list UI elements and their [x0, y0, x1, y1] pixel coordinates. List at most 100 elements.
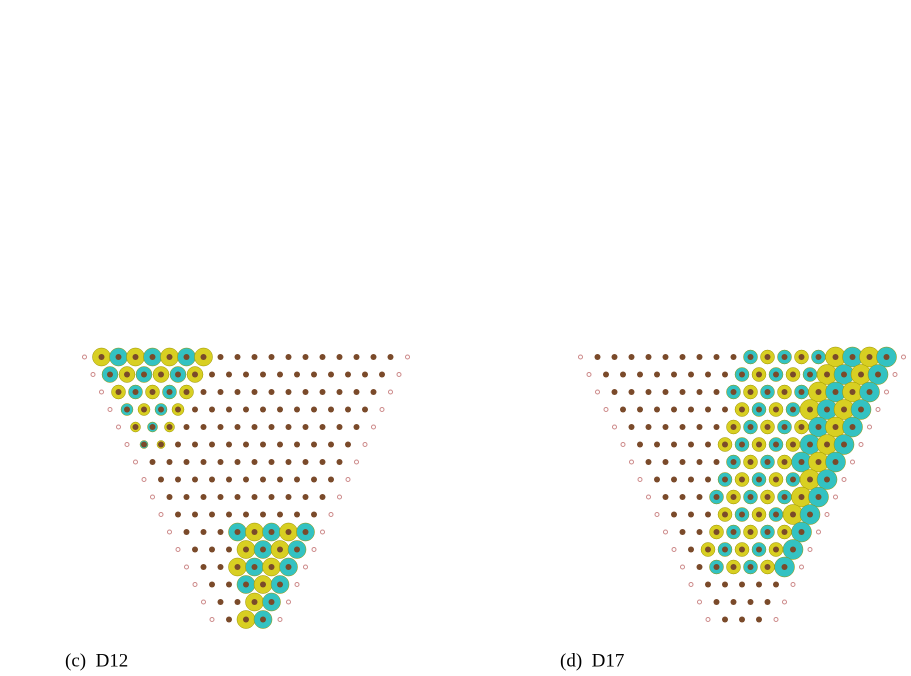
atom-c: [345, 372, 351, 378]
atom-c: [697, 354, 703, 360]
atom-h: [868, 425, 872, 429]
atom-h: [304, 565, 308, 569]
atom-h: [355, 460, 359, 464]
atom-c: [286, 494, 292, 500]
atom-c: [107, 372, 113, 378]
atom-c: [790, 442, 796, 448]
atom-c: [201, 389, 207, 395]
atom-h: [876, 408, 880, 412]
atom-c: [175, 512, 181, 518]
atom-h: [91, 373, 95, 377]
atom-c: [235, 494, 241, 500]
atom-h: [176, 548, 180, 552]
atom-c: [311, 407, 317, 413]
atom-c: [705, 442, 711, 448]
atom-c: [816, 424, 822, 430]
atom-c: [748, 529, 754, 535]
atom-h: [842, 478, 846, 482]
atom-c: [218, 459, 224, 465]
atom-h: [210, 618, 214, 622]
atom-h: [681, 565, 685, 569]
atom-c: [218, 389, 224, 395]
atom-h: [312, 548, 316, 552]
atom-c: [646, 389, 652, 395]
atom-h: [689, 583, 693, 587]
atom-c: [688, 407, 694, 413]
atom-c: [209, 582, 215, 588]
atom-c: [850, 354, 856, 360]
atom-c: [158, 442, 164, 448]
atom-c: [833, 424, 839, 430]
atom-c: [226, 442, 232, 448]
atom-c: [841, 442, 847, 448]
atom-c: [124, 372, 130, 378]
atom-h: [100, 390, 104, 394]
atom-c: [790, 512, 796, 518]
atom-c: [286, 529, 292, 535]
atom-c: [714, 599, 720, 605]
atom-c: [756, 582, 762, 588]
atom-c: [243, 617, 249, 623]
atom-c: [739, 442, 745, 448]
atom-h: [321, 530, 325, 534]
atom-c: [697, 389, 703, 395]
atom-c: [807, 442, 813, 448]
atom-c: [345, 407, 351, 413]
atom-c: [697, 564, 703, 570]
atom-c: [816, 389, 822, 395]
atom-c: [388, 354, 394, 360]
atom-c: [252, 494, 258, 500]
atom-c: [252, 389, 258, 395]
atom-c: [277, 372, 283, 378]
atom-c: [688, 372, 694, 378]
atom-c: [226, 372, 232, 378]
atom-c: [782, 564, 788, 570]
atom-c: [260, 372, 266, 378]
atom-c: [286, 459, 292, 465]
atom-c: [328, 477, 334, 483]
atom-c: [303, 389, 309, 395]
atom-c: [337, 389, 343, 395]
atom-c: [277, 547, 283, 553]
atom-c: [303, 354, 309, 360]
atom-h: [706, 618, 710, 622]
atom-c: [867, 354, 873, 360]
atom-c: [192, 512, 198, 518]
atom-c: [748, 354, 754, 360]
atom-c: [252, 529, 258, 535]
atom-c: [714, 424, 720, 430]
atom-c: [269, 494, 275, 500]
atom-c: [765, 494, 771, 500]
atom-h: [902, 355, 906, 359]
atom-c: [277, 582, 283, 588]
atom-c: [209, 442, 215, 448]
atom-c: [705, 407, 711, 413]
atom-c: [705, 372, 711, 378]
atom-c: [663, 354, 669, 360]
atom-c: [756, 617, 762, 623]
atom-c: [311, 442, 317, 448]
atom-c: [252, 459, 258, 465]
atom-c: [320, 494, 326, 500]
atom-c: [714, 529, 720, 535]
atom-h: [587, 373, 591, 377]
atom-h: [698, 600, 702, 604]
atom-c: [235, 529, 241, 535]
atom-c: [773, 582, 779, 588]
atom-c: [765, 599, 771, 605]
atom-c: [226, 512, 232, 518]
atom-c: [175, 477, 181, 483]
atom-c: [654, 372, 660, 378]
atom-c: [790, 407, 796, 413]
atom-c: [303, 494, 309, 500]
atom-h: [596, 390, 600, 394]
atom-c: [858, 372, 864, 378]
atom-c: [612, 389, 618, 395]
atom-c: [269, 529, 275, 535]
atom-c: [252, 564, 258, 570]
atom-c: [201, 494, 207, 500]
atom-c: [294, 547, 300, 553]
atom-h: [125, 443, 129, 447]
atom-c: [150, 354, 156, 360]
atom-c: [328, 442, 334, 448]
